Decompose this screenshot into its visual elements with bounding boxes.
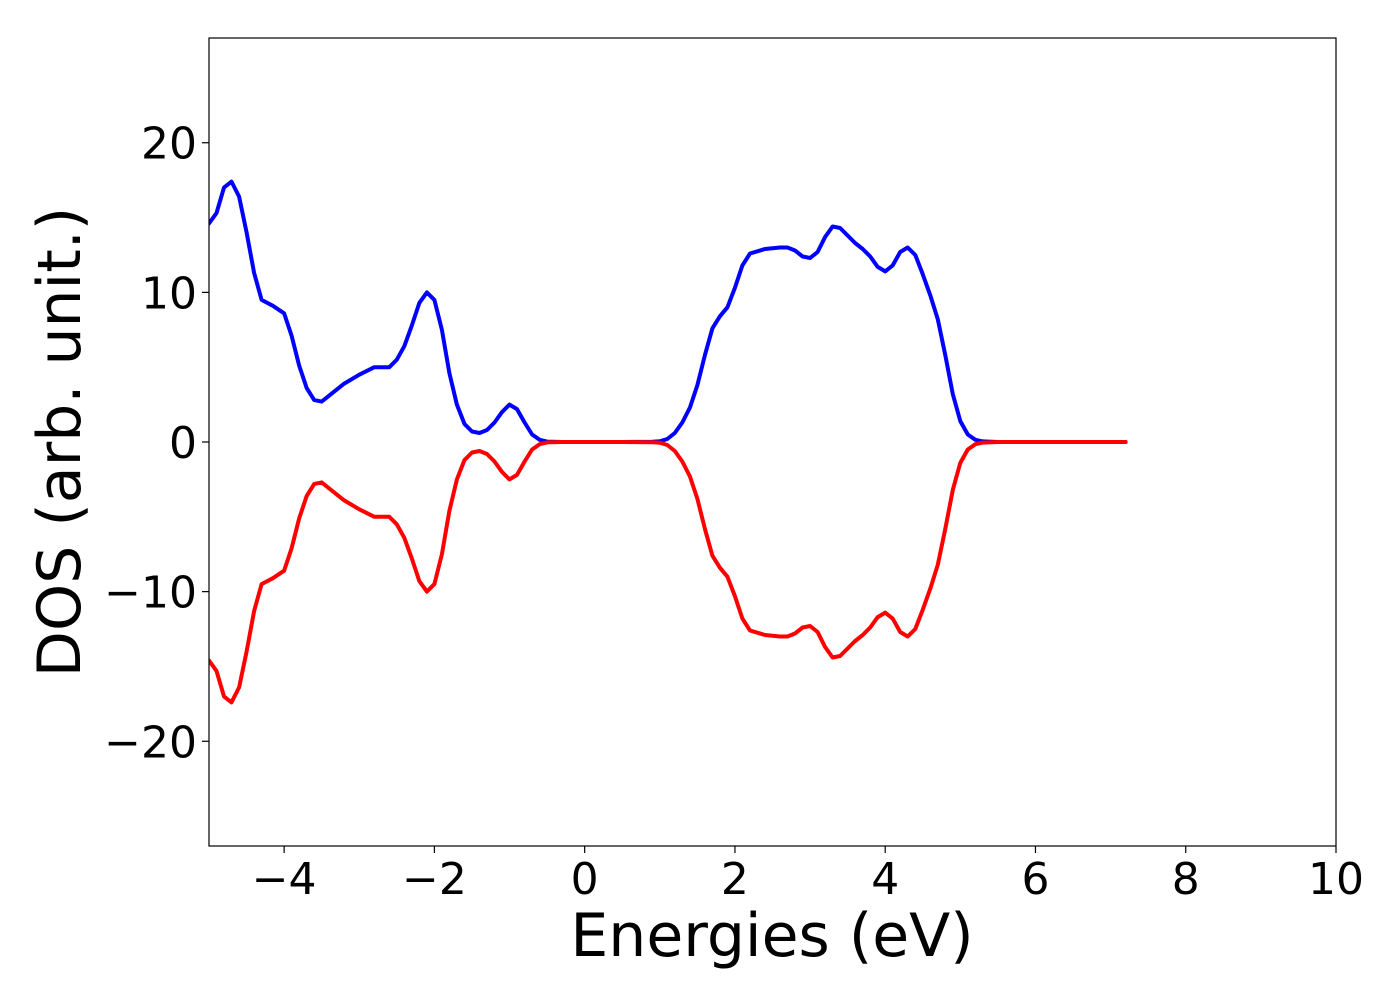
series-line-1 <box>209 179 1128 444</box>
x-tick-label: 4 <box>871 854 899 905</box>
x-axis-title: Energies (eV) <box>570 901 973 971</box>
y-tick-label: −20 <box>104 717 197 768</box>
y-axis-title: DOS (arb. unit.) <box>25 207 95 677</box>
x-tick-label: 10 <box>1308 854 1364 905</box>
x-tick-label: 2 <box>721 854 749 905</box>
y-axis-ticks: −20 −10 0 10 20 <box>104 119 209 768</box>
x-tick-label: 8 <box>1172 854 1200 905</box>
x-tick-label: 0 <box>571 854 599 905</box>
x-tick-label: −4 <box>252 854 317 905</box>
y-tick-label: 0 <box>169 418 197 469</box>
series-line-2 <box>209 440 1128 705</box>
x-axis-ticks: −4 −2 0 2 4 6 8 10 <box>252 846 1364 905</box>
y-tick-label: −10 <box>104 568 197 619</box>
x-tick-label: −2 <box>402 854 467 905</box>
plot-frame <box>208 37 1337 847</box>
y-tick-label: 10 <box>141 268 197 319</box>
plot-series-group <box>209 179 1128 705</box>
x-tick-label: 6 <box>1021 854 1049 905</box>
y-tick-label: 20 <box>141 119 197 170</box>
